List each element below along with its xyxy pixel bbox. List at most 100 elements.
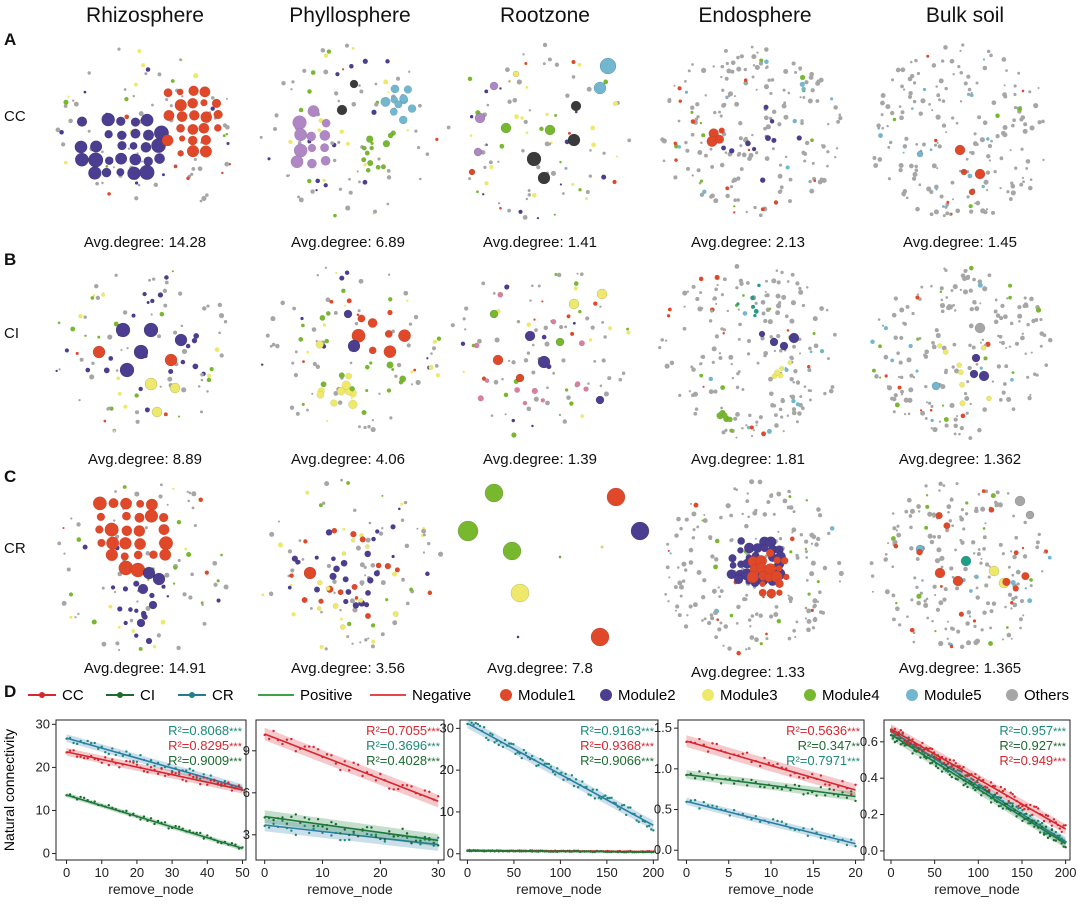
network-node: [674, 609, 678, 612]
network-node: [791, 407, 797, 412]
network-node: [1006, 297, 1009, 300]
network-node: [349, 79, 359, 89]
data-point-cc: [135, 763, 139, 767]
network-node: [295, 411, 300, 416]
network-node: [807, 364, 811, 369]
network-node: [269, 344, 273, 348]
network-node: [148, 600, 158, 610]
data-point-cr: [620, 804, 624, 807]
network-node: [940, 298, 944, 302]
network-node: [365, 544, 370, 549]
r2-label-ci: R²=0.4028***: [366, 753, 441, 768]
network-node: [745, 593, 749, 597]
data-point-cr: [512, 743, 515, 746]
data-point-cr: [693, 798, 697, 802]
network-node: [113, 519, 116, 522]
data-point-ci: [841, 791, 844, 794]
network-node: [310, 607, 313, 610]
data-point-cr: [574, 778, 578, 781]
network-node: [929, 148, 933, 152]
network-node: [365, 167, 371, 173]
network-node: [191, 506, 195, 510]
network-node: [952, 303, 955, 307]
network-node: [714, 334, 719, 339]
network-node: [580, 272, 584, 276]
data-point-cr: [209, 774, 213, 777]
data-point-cr: [405, 836, 409, 840]
network-node: [396, 362, 402, 368]
r2-label-ci: R²=0.347**: [798, 738, 861, 753]
network-node: [750, 45, 754, 49]
network-node: [945, 131, 948, 134]
data-point-cc: [361, 774, 364, 778]
network-node: [199, 86, 211, 98]
network-node: [806, 627, 811, 633]
data-point-cc: [170, 771, 174, 774]
data-point-ci: [1034, 821, 1038, 825]
data-point-cr: [1009, 802, 1012, 805]
network-node: [292, 306, 297, 311]
network-node: [968, 151, 972, 154]
network-node: [963, 566, 968, 572]
network-node: [187, 135, 198, 146]
legend-label-negative: Negative: [412, 687, 471, 704]
network-node: [818, 590, 822, 595]
network-node: [892, 117, 897, 122]
network-node: [979, 341, 982, 344]
network-node: [673, 84, 676, 87]
network-node: [968, 204, 973, 209]
network-node: [750, 434, 754, 438]
network-node: [310, 70, 316, 75]
network-node: [791, 410, 797, 416]
network-node: [157, 292, 164, 298]
data-point-cc: [156, 772, 160, 775]
network-node: [769, 118, 775, 124]
legend-series-cc: CC: [28, 687, 84, 704]
network-node: [949, 402, 955, 409]
network-node: [728, 554, 737, 563]
network-node: [714, 134, 725, 144]
network-node: [511, 432, 517, 438]
network-node: [152, 277, 156, 281]
data-point-ci: [1027, 816, 1030, 820]
data-point-ci: [1054, 839, 1058, 842]
network-node: [763, 84, 770, 90]
network-node: [736, 650, 741, 656]
data-point-cc: [1007, 799, 1010, 803]
network-node: [303, 539, 308, 544]
network-node: [367, 318, 378, 328]
network-node: [473, 147, 483, 157]
network-node: [1001, 390, 1006, 395]
network-node: [953, 309, 957, 312]
network-node: [805, 499, 808, 502]
network-node: [120, 348, 123, 351]
network-node: [370, 141, 374, 145]
network-node: [934, 328, 939, 333]
network-node: [176, 111, 188, 123]
network-node: [1029, 393, 1032, 397]
significance-stars: ***: [847, 756, 861, 768]
network-node: [977, 115, 982, 120]
network-node: [787, 594, 790, 597]
network-node: [202, 621, 207, 626]
network-node: [384, 329, 393, 338]
network-node: [953, 417, 958, 422]
network-node: [673, 585, 678, 590]
x-axis-label: remove_node: [728, 881, 814, 897]
network-node: [981, 184, 985, 189]
network-node: [686, 614, 689, 617]
network-node: [915, 585, 919, 590]
network-node: [943, 267, 946, 270]
network-node: [745, 210, 748, 214]
network-node: [408, 70, 411, 73]
network-node: [277, 520, 280, 523]
network-node: [826, 357, 830, 361]
network-node: [900, 393, 904, 396]
network-node: [907, 397, 913, 403]
network-node: [410, 383, 414, 386]
network-node: [901, 191, 907, 197]
data-point-cc: [1029, 803, 1032, 807]
network-node: [778, 536, 783, 541]
data-point-cr: [104, 750, 107, 754]
network-node: [785, 165, 790, 170]
